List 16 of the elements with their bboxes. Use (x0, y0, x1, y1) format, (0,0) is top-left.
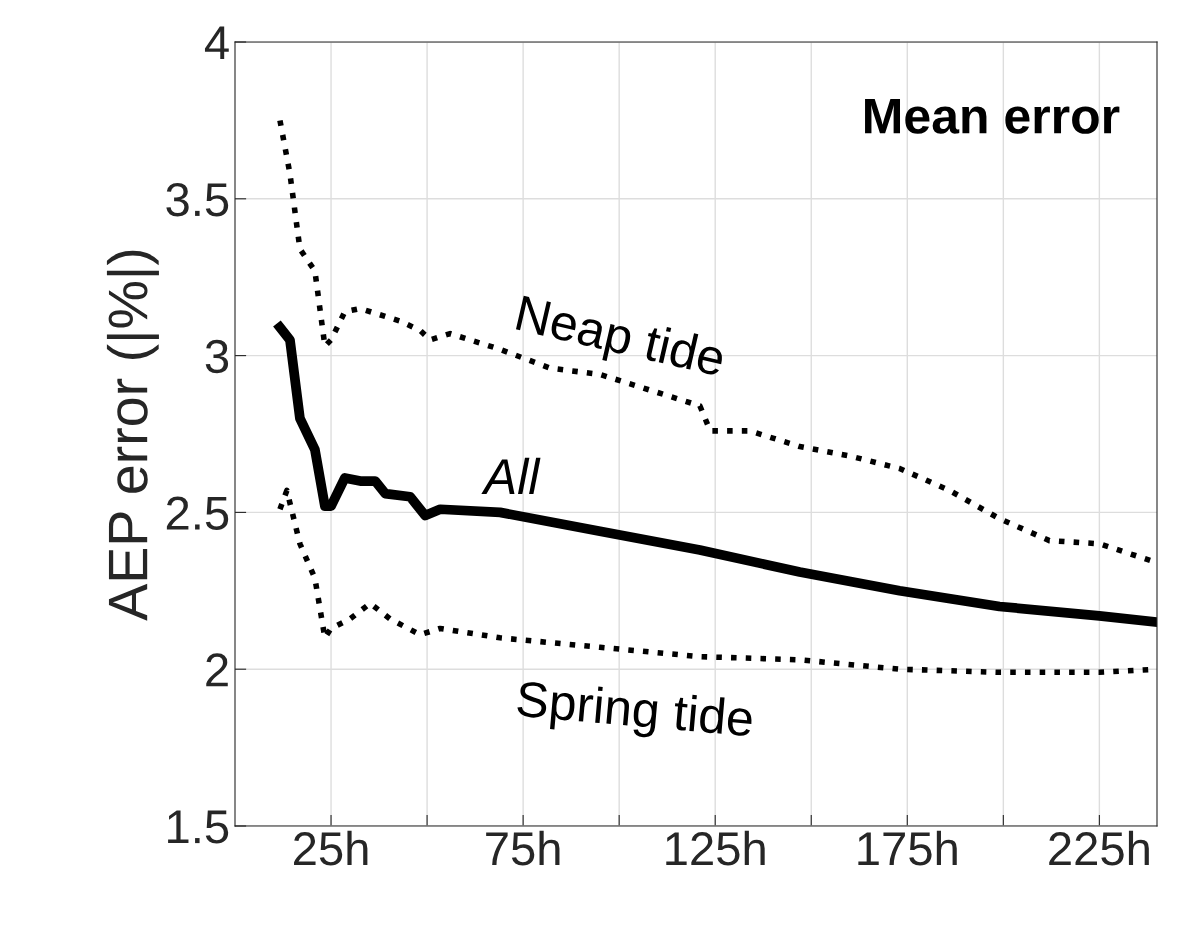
x-tick-label: 225h (1049, 830, 1149, 866)
series-label: Spring tide (515, 679, 754, 747)
series-label: All (481, 457, 541, 494)
y-tick-label: 1.5 (168, 810, 229, 844)
y-axis-title: AEP error (|%|) (106, 250, 159, 621)
y-tick-label: 4 (204, 26, 229, 60)
x-tick-label: 25h (294, 830, 368, 866)
x-tick-label: 75h (486, 830, 560, 866)
y-tick-label: 2 (206, 653, 228, 687)
y-tick-label: 2.5 (166, 496, 229, 530)
y-tick-label: 3 (205, 339, 229, 374)
x-tick-label: 175h (858, 830, 957, 866)
annotation: Mean error (865, 98, 1120, 134)
y-tick-label: 3.5 (166, 182, 229, 217)
text: Neap tide (513, 294, 727, 387)
x-tick-label: 125h (666, 830, 765, 866)
